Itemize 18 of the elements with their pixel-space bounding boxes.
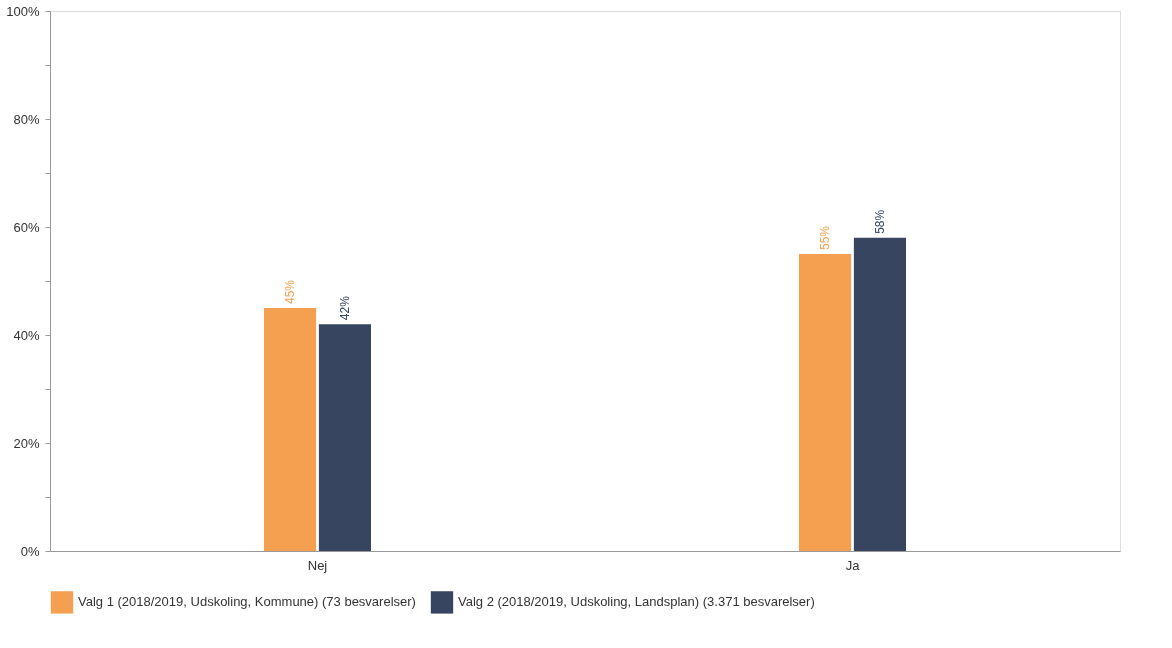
bar	[853, 237, 906, 551]
data-label: 45%	[283, 279, 298, 304]
bar	[799, 254, 852, 551]
y-tick-label: 40%	[13, 327, 40, 343]
x-tick-label: Nej	[307, 557, 328, 573]
y-tick-label: 60%	[13, 219, 40, 235]
y-tick-label: 20%	[13, 435, 40, 451]
y-tick-label: 100%	[6, 3, 40, 19]
y-tick-label: 0%	[20, 543, 40, 559]
legend-label: Valg 1 (2018/2019, Udskoling, Kommune) (73 besvarelser)	[78, 594, 416, 610]
data-label: 58%	[872, 209, 887, 234]
bar	[264, 308, 317, 551]
bar	[318, 324, 371, 551]
y-tick-label: 80%	[13, 111, 40, 127]
data-label: 55%	[818, 225, 833, 250]
legend-label: Valg 2 (2018/2019, Udskoling, Landsplan) (3.371 besvarelser)	[458, 594, 815, 610]
data-label: 42%	[337, 295, 352, 321]
x-tick-label: Ja	[845, 557, 861, 573]
